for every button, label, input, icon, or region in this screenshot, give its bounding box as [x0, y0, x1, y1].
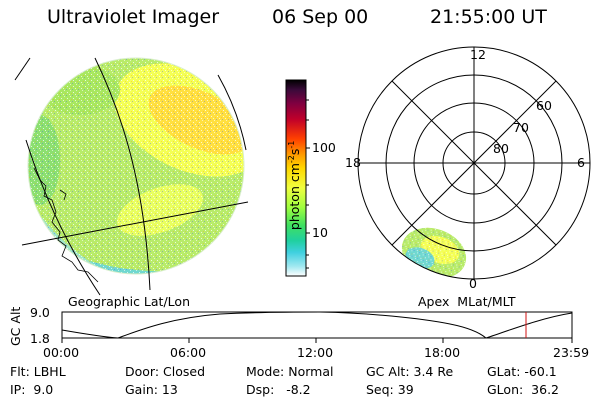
- lat-label-80: 80: [493, 141, 509, 156]
- time-tick-0000: 00:00: [43, 345, 80, 360]
- altitude-ticks: [61, 338, 573, 343]
- unit-exp2: -1: [286, 140, 296, 149]
- dsp-info: Dsp: -8.2: [246, 382, 311, 397]
- polar-grid: [357, 46, 591, 280]
- date-label: 06 Sep 00: [272, 6, 369, 28]
- unit-exp1: -2: [286, 155, 296, 164]
- lat-label-60: 60: [536, 98, 552, 113]
- colorbar-tick-10: 10: [312, 225, 328, 240]
- altitude-plot-frame: [61, 311, 573, 339]
- unit-main: photon cm: [286, 163, 302, 231]
- colorbar-ticks: [306, 99, 310, 269]
- colorbar-unit-label: photon cm-2s-1: [275, 141, 314, 246]
- colorbar: [285, 79, 307, 277]
- time-tick-1800: 18:00: [424, 345, 461, 360]
- time-tick-2359: 23:59: [553, 345, 590, 360]
- time-tick-1200: 12:00: [297, 345, 334, 360]
- altitude-axis-title: GC Alt: [8, 306, 23, 346]
- mode-info: Mode: Normal: [246, 364, 334, 379]
- globe-limb: [27, 57, 245, 275]
- altitude-tick-1-8: 1.8: [30, 331, 50, 346]
- ip-info: IP: 9.0: [10, 382, 54, 397]
- lat-label-70: 70: [513, 120, 529, 135]
- gain-info: Gain: 13: [125, 382, 178, 397]
- polar-aurora: [401, 227, 467, 279]
- altitude-curve: [61, 311, 573, 339]
- gc-alt-info: GC Alt: 3.4 Re: [366, 364, 454, 379]
- instrument-title: Ultraviolet Imager: [47, 6, 220, 28]
- unit-s: s: [286, 148, 302, 156]
- mlt-label-18: 18: [345, 155, 361, 170]
- glat-info: GLat: -60.1: [487, 364, 557, 379]
- apex-label: Apex MLat/MLT: [418, 294, 516, 309]
- mlt-label-6: 6: [577, 155, 585, 170]
- colorbar-tick-100: 100: [312, 140, 336, 155]
- mlt-label-12: 12: [470, 47, 486, 62]
- altitude-tick-9: 9.0: [30, 305, 50, 320]
- coastline: [33, 167, 99, 283]
- globe-grid: [14, 57, 249, 296]
- glon-info: GLon: 36.2: [487, 382, 559, 397]
- time-label: 21:55:00 UT: [430, 6, 547, 28]
- mlt-label-0: 0: [469, 276, 477, 291]
- seq-info: Seq: 39: [366, 382, 414, 397]
- door-info: Door: Closed: [125, 364, 206, 379]
- time-tick-0600: 06:00: [170, 345, 207, 360]
- filter-info: Flt: LBHL: [10, 364, 66, 379]
- geographic-label: Geographic Lat/Lon: [68, 294, 190, 309]
